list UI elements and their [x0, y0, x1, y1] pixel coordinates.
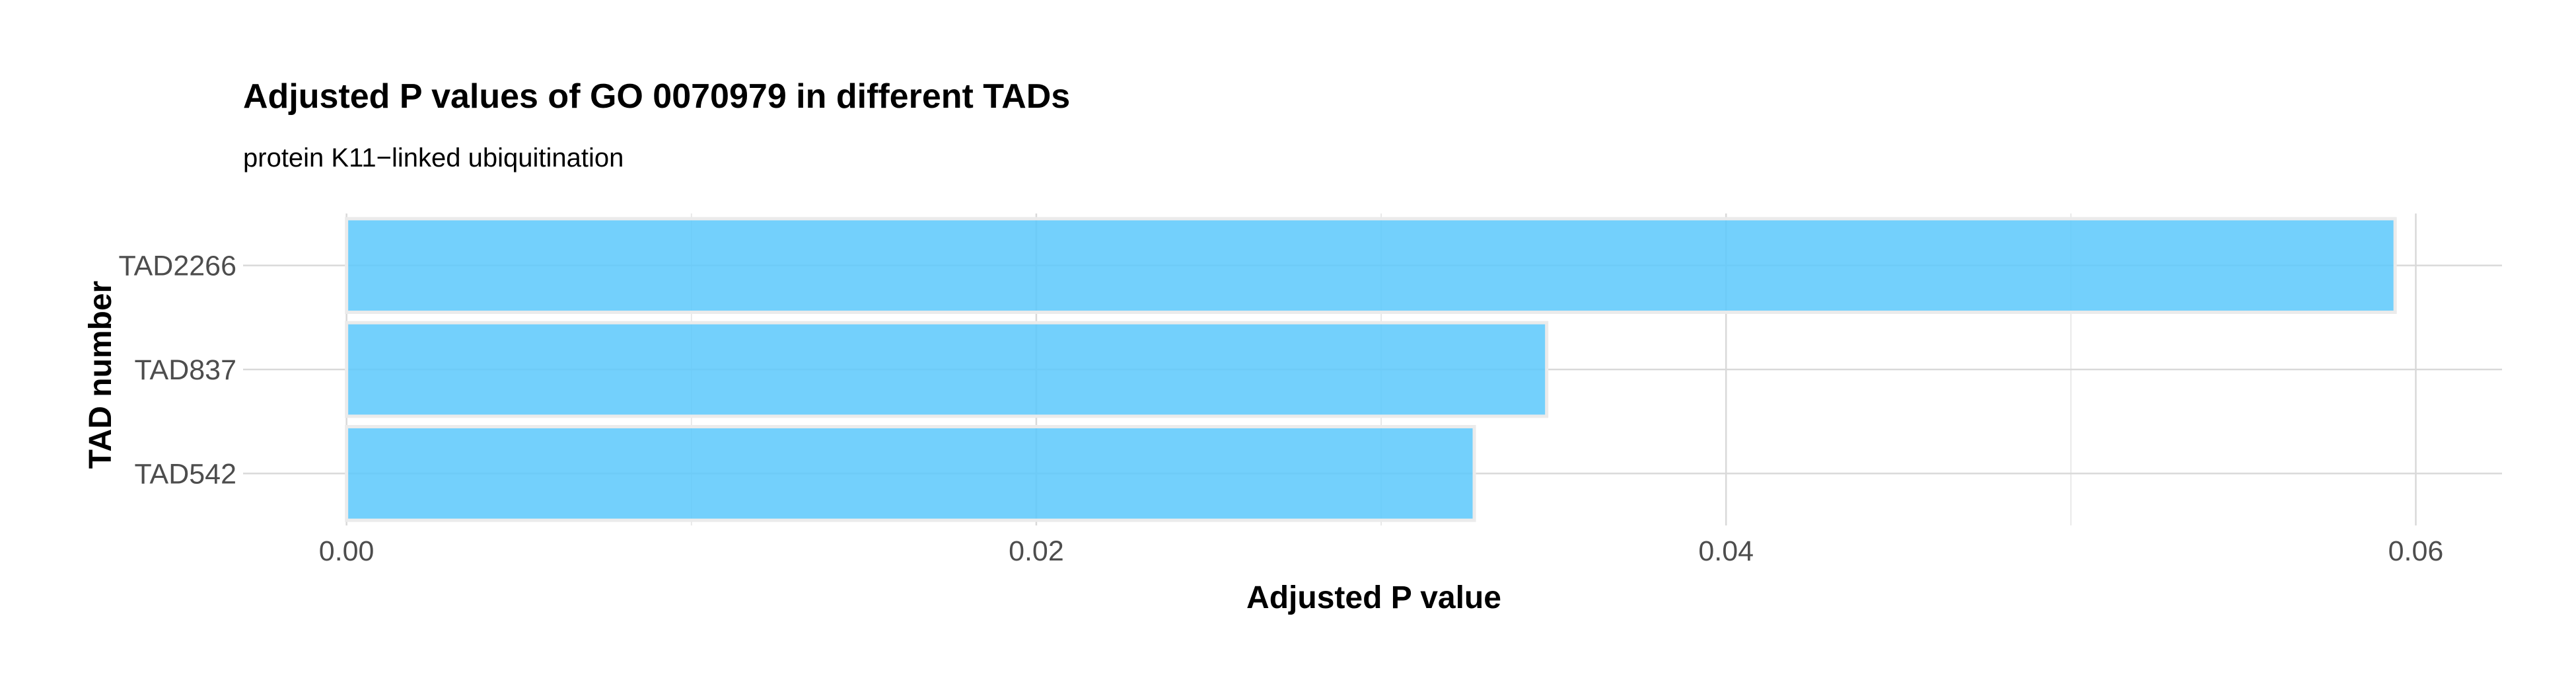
x-tick-label: 0.04	[1698, 535, 1754, 567]
x-axis-title: Adjusted P value	[1246, 580, 1501, 615]
chart-subtitle: protein K11−linked ubiquitination	[243, 143, 624, 173]
chart-title: Adjusted P values of GO 0070979 in diffe…	[243, 77, 1070, 116]
bar-tad2266	[345, 217, 2397, 314]
y-axis-ticks: TAD2266 TAD837 TAD542	[119, 251, 236, 490]
x-tick-label: 0.00	[319, 535, 375, 567]
x-tick-label: 0.02	[1009, 535, 1064, 567]
y-axis-title: TAD number	[83, 281, 118, 469]
y-tick-label: TAD2266	[119, 251, 236, 282]
x-axis-ticks: 0.00 0.02 0.04 0.06	[319, 535, 2444, 567]
y-tick-label: TAD542	[134, 458, 236, 490]
bar-tad837	[345, 321, 1549, 418]
bars	[345, 217, 2397, 522]
x-tick-label: 0.06	[2388, 535, 2444, 567]
bar-tad542	[345, 425, 1476, 522]
y-tick-label: TAD837	[134, 354, 236, 386]
